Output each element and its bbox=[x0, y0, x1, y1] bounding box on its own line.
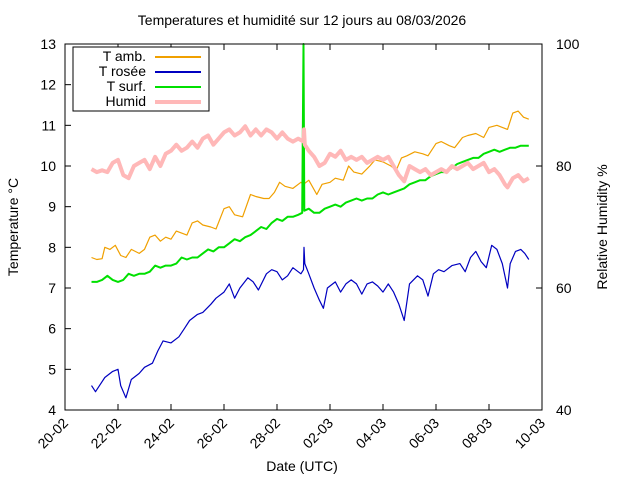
y2-tick-label-3: 100 bbox=[556, 36, 580, 52]
x-tick-label-0: 20-02 bbox=[34, 415, 71, 452]
y-tick-label-6: 10 bbox=[40, 158, 56, 174]
x-tick-label-8: 08-03 bbox=[458, 415, 495, 452]
y-tick-label-9: 13 bbox=[40, 36, 56, 52]
x-tick-label-5: 02-03 bbox=[299, 415, 336, 452]
y-axis: 4 5 6 7 8 9 10 11 12 13 bbox=[40, 36, 71, 418]
x-tick-label-6: 04-03 bbox=[352, 415, 389, 452]
y2-axis-title: Relative Humidity % bbox=[594, 164, 610, 289]
y2-tick-label-1: 60 bbox=[556, 280, 572, 296]
y-tick-label-8: 12 bbox=[40, 77, 56, 93]
x-tick-label-2: 24-02 bbox=[140, 415, 177, 452]
y-tick-label-0: 4 bbox=[48, 402, 56, 418]
x-tick-label-3: 26-02 bbox=[193, 415, 230, 452]
x-tick-label-1: 22-02 bbox=[87, 415, 124, 452]
plot-area bbox=[64, 43, 543, 411]
x-tick-label-7: 06-03 bbox=[405, 415, 442, 452]
y-tick-label-3: 7 bbox=[48, 280, 56, 296]
y-tick-label-1: 5 bbox=[48, 361, 56, 377]
chart-title: Temperatures et humidité sur 12 jours au… bbox=[138, 12, 467, 28]
legend-label-2: T surf. bbox=[107, 78, 146, 94]
y-tick-label-4: 8 bbox=[48, 239, 56, 255]
legend-label-0: T amb. bbox=[103, 48, 146, 64]
y2-tick-label-0: 40 bbox=[556, 402, 572, 418]
y-tick-label-2: 6 bbox=[48, 321, 56, 337]
y-tick-label-5: 9 bbox=[48, 199, 56, 215]
series-line-1 bbox=[90, 244, 530, 399]
y-axis-title: Temperature °C bbox=[5, 178, 21, 276]
legend-label-1: T rosée bbox=[99, 63, 146, 79]
y2-axis: 40 60 80 100 bbox=[536, 36, 580, 418]
legend-label-3: Humid bbox=[106, 93, 146, 109]
x-tick-label-4: 28-02 bbox=[246, 415, 283, 452]
series-line-0 bbox=[91, 110, 530, 261]
y2-tick-label-2: 80 bbox=[556, 158, 572, 174]
series-line-3 bbox=[90, 124, 530, 190]
y-tick-label-7: 11 bbox=[41, 117, 56, 133]
x-axis-title: Date (UTC) bbox=[266, 458, 338, 474]
x-tick-label-9: 10-03 bbox=[511, 415, 548, 452]
plot-frame bbox=[64, 43, 543, 411]
